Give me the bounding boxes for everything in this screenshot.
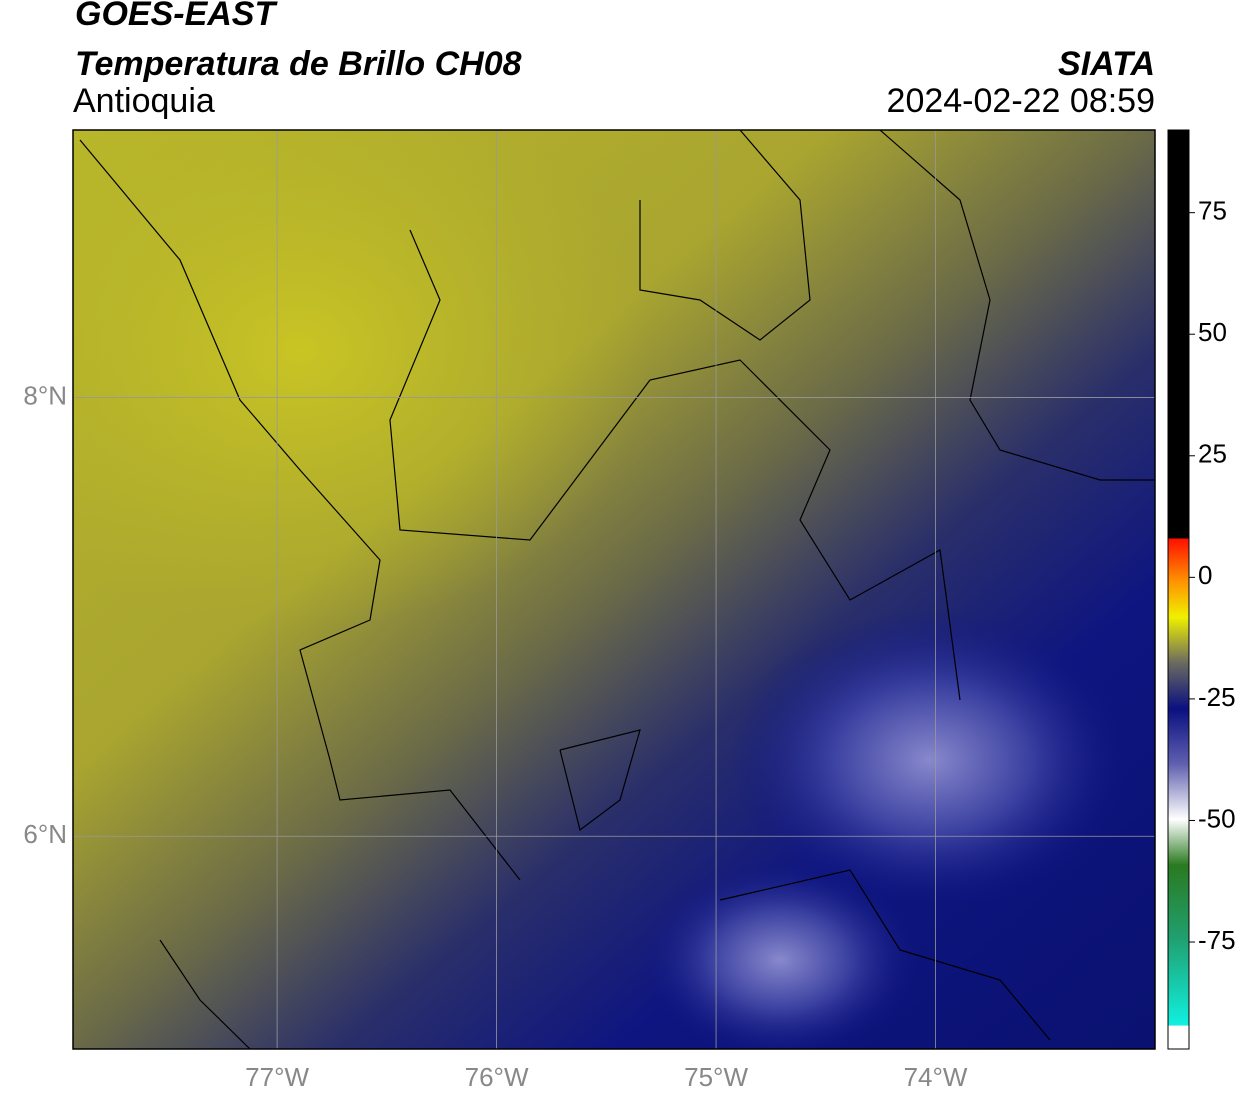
x-tick-label: 74°W (904, 1062, 968, 1092)
source: SIATA (1058, 45, 1155, 83)
x-tick-label: 75°W (684, 1062, 748, 1092)
title: GOES-EAST (75, 0, 278, 33)
map-image (73, 130, 1155, 1049)
y-tick-label: 6°N (23, 819, 67, 849)
colorbar-tick-label: -75 (1198, 925, 1236, 955)
datetime: 2024-02-22 08:59 (887, 82, 1155, 120)
map-frame (72, 129, 1156, 1050)
x-tick-label: 77°W (245, 1062, 309, 1092)
grid (73, 130, 1155, 1049)
colorbar-tick-label: -50 (1198, 803, 1236, 833)
x-tick-label: 76°W (465, 1062, 529, 1092)
colorbar-tick-label: 50 (1198, 317, 1227, 347)
colorbar-tick-label: 25 (1198, 439, 1227, 469)
y-tick-label: 8°N (23, 380, 67, 410)
colorbar-tick-label: 75 (1198, 196, 1227, 226)
region: Antioquia (73, 82, 215, 120)
colorbar-tick-label: -25 (1198, 682, 1236, 712)
subtitle: Temperatura de Brillo CH08 (75, 45, 522, 83)
colorbar (1167, 129, 1190, 1050)
colorbar-tick-label: 0 (1198, 560, 1212, 590)
